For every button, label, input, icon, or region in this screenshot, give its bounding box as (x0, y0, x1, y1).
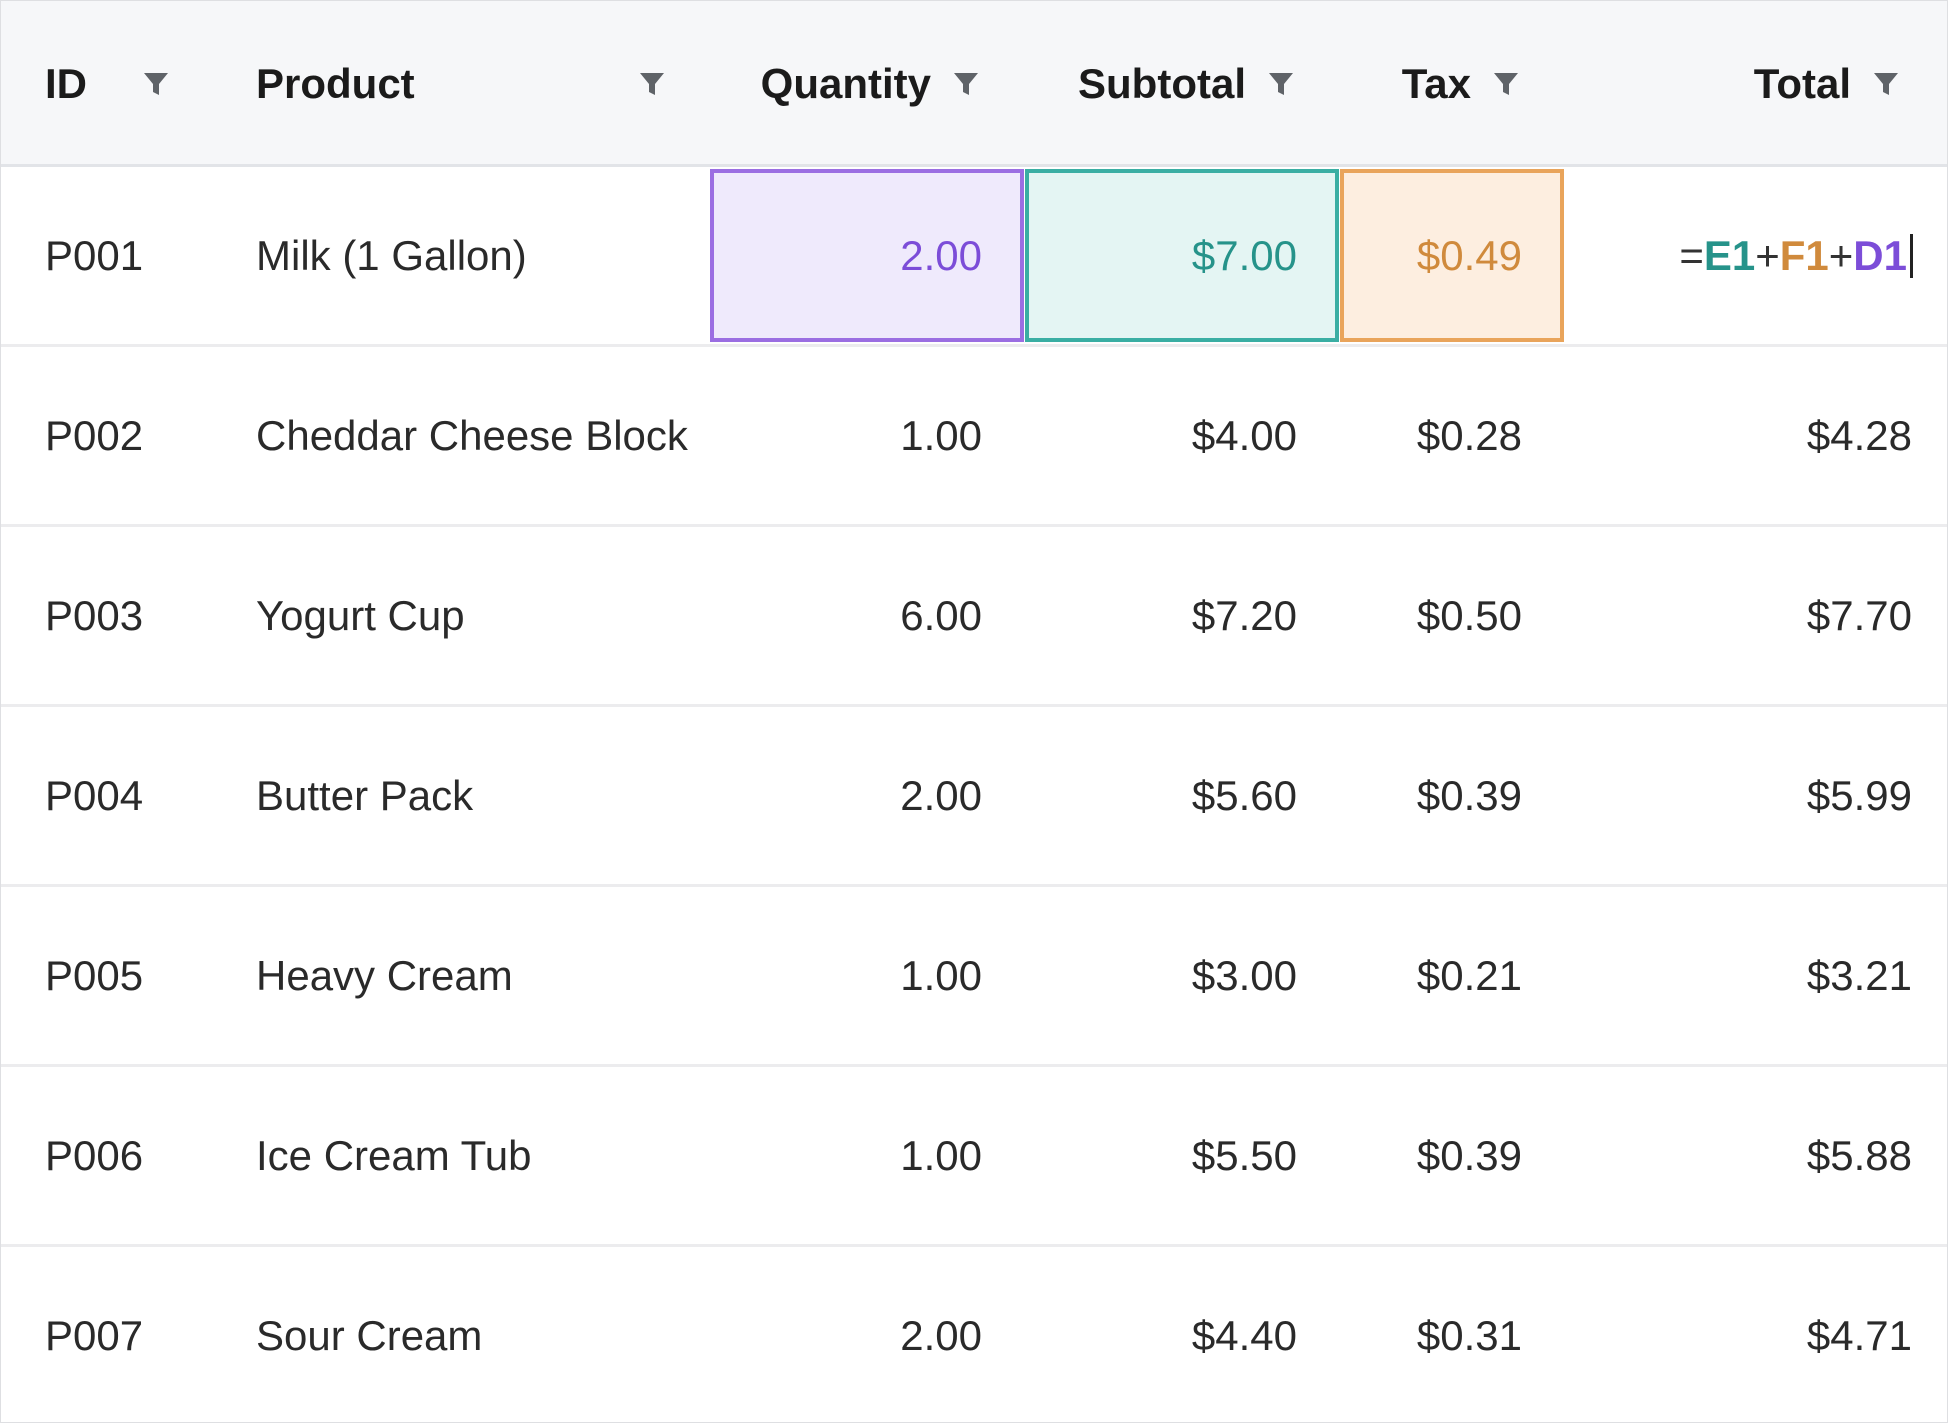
cell-tax[interactable]: $0.50 (1416, 591, 1522, 639)
cell-tax-referenced[interactable]: $0.49 (1340, 169, 1564, 342)
cell-quantity[interactable]: 2.00 (900, 1311, 982, 1359)
table-row: P007 Sour Cream 2.00 $4.40 $0.31 $4.71 (1, 1247, 1947, 1422)
header-row: ID Product Quantity Subtotal Tax (1, 1, 1947, 167)
cell-quantity[interactable]: 1.00 (900, 1131, 982, 1179)
table-row: P006 Ice Cream Tub 1.00 $5.50 $0.39 $5.8… (1, 1067, 1947, 1247)
cell-product[interactable]: Cheddar Cheese Block (256, 411, 688, 459)
cell-total[interactable]: $5.99 (1806, 771, 1912, 819)
cell-id[interactable]: P002 (45, 411, 144, 459)
cell-tax[interactable]: $0.39 (1416, 771, 1522, 819)
column-header-tax[interactable]: Tax (1341, 1, 1521, 167)
cell-tax[interactable]: $0.39 (1416, 1131, 1522, 1179)
cell-product[interactable]: Yogurt Cup (256, 591, 465, 639)
formula-ref-subtotal: E1 (1703, 231, 1756, 279)
formula-equals: = (1679, 231, 1704, 279)
filter-icon[interactable] (1491, 69, 1521, 99)
formula-ref-quantity: D1 (1853, 231, 1907, 279)
formula-editor[interactable]: = E1 + F1 + D1 (1679, 232, 1913, 280)
filter-icon[interactable] (141, 69, 171, 99)
cell-id[interactable]: P001 (45, 231, 144, 279)
cell-subtotal[interactable]: $5.60 (1191, 771, 1297, 819)
column-header-subtotal[interactable]: Subtotal (1026, 1, 1296, 167)
cell-tax[interactable]: $0.28 (1416, 411, 1522, 459)
text-cursor (1910, 233, 1913, 278)
filter-icon[interactable] (1871, 69, 1901, 99)
cell-id[interactable]: P006 (45, 1131, 144, 1179)
cell-quantity-referenced[interactable]: 2.00 (710, 169, 1024, 342)
table-row: P003 Yogurt Cup 6.00 $7.20 $0.50 $7.70 (1, 527, 1947, 707)
column-header-label: ID (45, 60, 87, 107)
cell-product[interactable]: Ice Cream Tub (256, 1131, 532, 1179)
cell-product[interactable]: Sour Cream (256, 1311, 483, 1359)
formula-ref-tax: F1 (1779, 231, 1829, 279)
column-header-label: Quantity (760, 60, 931, 107)
column-header-label: Tax (1401, 60, 1471, 107)
cell-id[interactable]: P005 (45, 951, 144, 999)
column-header-label: Product (256, 60, 415, 107)
table-row: P002 Cheddar Cheese Block 1.00 $4.00 $0.… (1, 347, 1947, 527)
cell-subtotal[interactable]: $4.00 (1191, 411, 1297, 459)
cell-subtotal[interactable]: $5.50 (1191, 1131, 1297, 1179)
filter-icon[interactable] (637, 69, 667, 99)
cell-product[interactable]: Heavy Cream (256, 951, 513, 999)
cell-total[interactable]: $4.28 (1806, 411, 1912, 459)
cell-product[interactable]: Butter Pack (256, 771, 474, 819)
column-header-quantity[interactable]: Quantity (711, 1, 981, 167)
table-row: P004 Butter Pack 2.00 $5.60 $0.39 $5.99 (1, 707, 1947, 887)
cell-id[interactable]: P007 (45, 1311, 144, 1359)
cell-tax[interactable]: $0.21 (1416, 951, 1522, 999)
cell-id[interactable]: P003 (45, 591, 144, 639)
formula-plus: + (1828, 231, 1854, 279)
table-row: P005 Heavy Cream 1.00 $3.00 $0.21 $3.21 (1, 887, 1947, 1067)
cell-product[interactable]: Milk (1 Gallon) (256, 231, 527, 279)
column-header-label: Total (1753, 60, 1851, 107)
cell-total-editing[interactable]: = E1 + F1 + D1 (1571, 167, 1913, 344)
column-header-label: Subtotal (1078, 60, 1246, 107)
column-header-total[interactable]: Total (1591, 1, 1901, 167)
cell-subtotal-referenced[interactable]: $7.00 (1025, 169, 1339, 342)
formula-plus: + (1755, 231, 1780, 279)
filter-icon[interactable] (1266, 69, 1296, 99)
cell-quantity[interactable]: 1.00 (900, 411, 982, 459)
cell-total[interactable]: $3.21 (1806, 951, 1912, 999)
cell-subtotal[interactable]: $4.40 (1191, 1311, 1297, 1359)
cell-quantity[interactable]: 2.00 (900, 771, 982, 819)
cell-subtotal[interactable]: $7.20 (1191, 591, 1297, 639)
table-row: P001 Milk (1 Gallon) 2.00 $7.00 $0.49 = … (1, 167, 1947, 347)
column-header-product[interactable]: Product (256, 1, 676, 167)
cell-subtotal[interactable]: $3.00 (1191, 951, 1297, 999)
cell-quantity[interactable]: 6.00 (900, 591, 982, 639)
cell-total[interactable]: $7.70 (1806, 591, 1912, 639)
cell-total[interactable]: $4.71 (1806, 1311, 1912, 1359)
column-header-id[interactable]: ID (45, 1, 175, 167)
cell-id[interactable]: P004 (45, 771, 144, 819)
filter-icon[interactable] (951, 69, 981, 99)
cell-tax[interactable]: $0.31 (1416, 1311, 1522, 1359)
cell-quantity[interactable]: 1.00 (900, 951, 982, 999)
cell-total[interactable]: $5.88 (1806, 1131, 1912, 1179)
